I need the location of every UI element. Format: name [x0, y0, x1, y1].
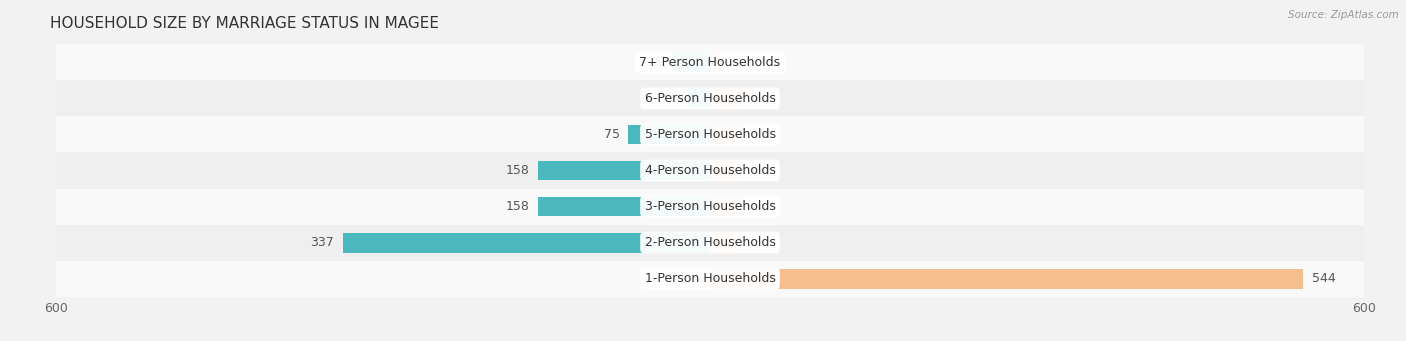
- Bar: [710, 269, 1303, 288]
- Bar: [710, 53, 723, 72]
- Bar: [56, 116, 1364, 152]
- Text: 2-Person Households: 2-Person Households: [644, 236, 776, 249]
- Text: 35: 35: [647, 56, 664, 69]
- Text: 1-Person Households: 1-Person Households: [644, 272, 776, 285]
- Text: HOUSEHOLD SIZE BY MARRIAGE STATUS IN MAGEE: HOUSEHOLD SIZE BY MARRIAGE STATUS IN MAG…: [49, 16, 439, 31]
- Bar: [538, 161, 710, 180]
- Text: 544: 544: [1312, 272, 1336, 285]
- Bar: [56, 189, 1364, 225]
- Text: 4-Person Households: 4-Person Households: [644, 164, 776, 177]
- Text: 7+ Person Households: 7+ Person Households: [640, 56, 780, 69]
- Bar: [538, 197, 710, 217]
- Bar: [710, 88, 742, 108]
- Bar: [628, 124, 710, 144]
- Text: 6-Person Households: 6-Person Households: [644, 92, 776, 105]
- Bar: [710, 161, 742, 180]
- Text: 158: 158: [505, 200, 529, 213]
- Bar: [710, 124, 742, 144]
- Bar: [56, 152, 1364, 189]
- Text: 0: 0: [751, 164, 759, 177]
- Bar: [672, 53, 710, 72]
- Text: 20: 20: [664, 92, 679, 105]
- Text: 11: 11: [731, 56, 747, 69]
- Text: 158: 158: [505, 164, 529, 177]
- Bar: [56, 80, 1364, 116]
- Text: 0: 0: [751, 128, 759, 141]
- Bar: [689, 88, 710, 108]
- Text: 5-Person Households: 5-Person Households: [644, 128, 776, 141]
- Text: 19: 19: [740, 236, 755, 249]
- Bar: [56, 261, 1364, 297]
- Text: 0: 0: [751, 92, 759, 105]
- Bar: [710, 197, 742, 217]
- Text: 3-Person Households: 3-Person Households: [644, 200, 776, 213]
- Bar: [343, 233, 710, 252]
- Text: 337: 337: [311, 236, 335, 249]
- Text: Source: ZipAtlas.com: Source: ZipAtlas.com: [1288, 10, 1399, 20]
- Bar: [56, 44, 1364, 80]
- Bar: [710, 233, 731, 252]
- Bar: [56, 225, 1364, 261]
- Text: 75: 75: [603, 128, 620, 141]
- Text: 0: 0: [751, 200, 759, 213]
